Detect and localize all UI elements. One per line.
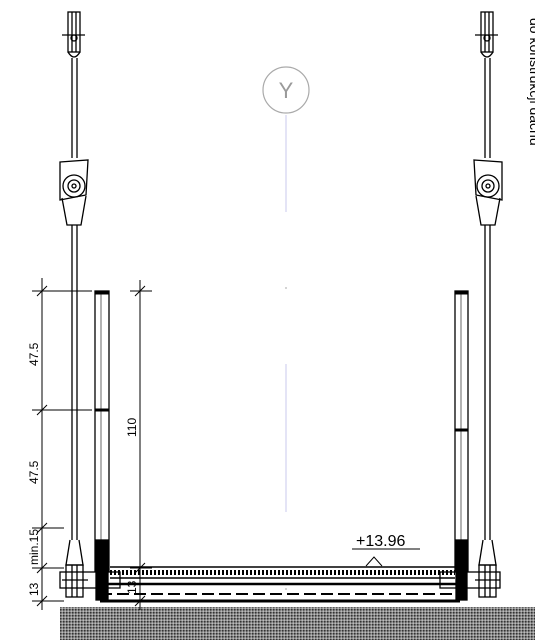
dim-base-depth: 13	[27, 582, 41, 596]
right-railing-post	[454, 290, 469, 601]
right-hanger	[473, 11, 503, 598]
dimension-chain-left	[32, 278, 92, 610]
dim-upper-rail-spacing: 47.5	[27, 342, 41, 366]
dim-railing-height: 110	[125, 418, 139, 437]
left-hanger	[59, 11, 89, 598]
grid-axis-bubble	[262, 66, 310, 114]
side-note-roof: do konstrukcji dachu	[527, 18, 535, 146]
deck-grating	[59, 556, 501, 603]
dim-beam-depth: 13	[125, 580, 139, 594]
grid-axis-y: Y	[262, 66, 310, 590]
dimension-railing-height	[130, 280, 152, 610]
level-mark-text: +13.96	[356, 533, 405, 550]
ground-hatch	[60, 607, 535, 640]
dim-min-clearance: min.15	[27, 529, 41, 565]
grid-axis-label: Y	[279, 78, 294, 103]
level-marker: +13.96	[352, 533, 420, 550]
left-railing-post	[94, 290, 110, 601]
dim-lower-rail-spacing: 47.5	[27, 460, 41, 484]
